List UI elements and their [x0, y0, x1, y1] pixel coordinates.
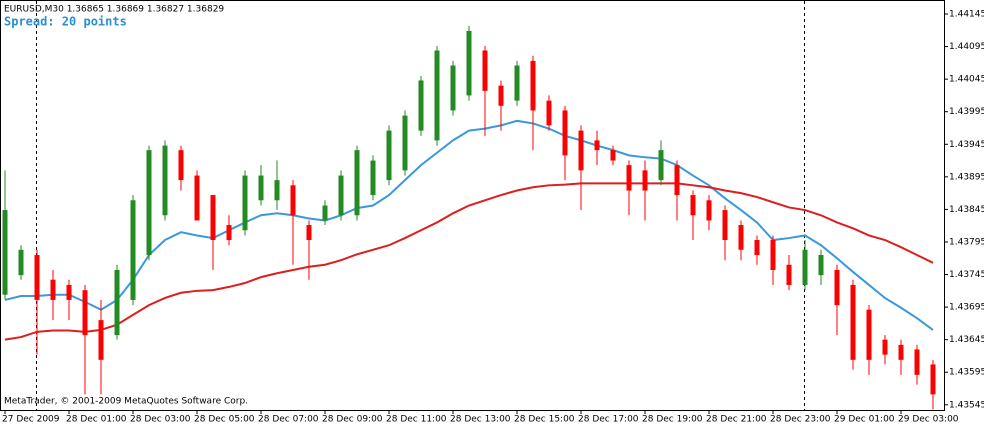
candle-body: [386, 130, 392, 181]
candle-body: [866, 309, 872, 360]
candle-body: [642, 170, 648, 191]
candle-body: [722, 210, 728, 241]
candle-body: [18, 249, 24, 276]
candle-body: [610, 150, 616, 161]
plot-frame: [0, 0, 945, 411]
candle-body: [162, 145, 168, 216]
candle-body: [482, 50, 488, 91]
candle-body: [82, 290, 88, 336]
x-tick-label: 28 Dec 09:00: [322, 415, 383, 425]
candle-body: [850, 284, 856, 360]
y-tick-label: 1.43545: [949, 400, 984, 410]
candle-body: [594, 140, 600, 151]
moving-average: [4, 182, 934, 341]
x-tick-label: 28 Dec 13:00: [450, 415, 511, 425]
candle-body: [514, 65, 520, 101]
candle-body: [114, 269, 120, 336]
x-tick-label: 28 Dec 01:00: [66, 415, 127, 425]
x-tick-label: 29 Dec 01:00: [834, 415, 895, 425]
candle-body: [498, 85, 504, 106]
candle-body: [34, 254, 40, 300]
x-tick-label: 28 Dec 15:00: [514, 415, 575, 425]
candle-body: [802, 249, 808, 285]
candle-body: [50, 279, 56, 300]
y-tick-label: 1.43595: [949, 368, 984, 378]
candle-body: [578, 130, 584, 171]
x-tick-label: 28 Dec 21:00: [706, 415, 767, 425]
candle-body: [706, 200, 712, 221]
candle-body: [738, 225, 744, 250]
marks: [2, 25, 936, 410]
x-tick-label: 28 Dec 07:00: [258, 415, 319, 425]
candle-body: [930, 364, 936, 395]
y-tick-label: 1.43845: [949, 205, 984, 215]
y-tick-label: 1.43645: [949, 335, 984, 345]
y-tick-label: 1.44045: [949, 75, 984, 85]
candle-body: [690, 195, 696, 216]
y-tick-label: 1.43795: [949, 237, 984, 247]
x-tick-label: 28 Dec 17:00: [578, 415, 639, 425]
candle-body: [818, 254, 824, 276]
candle-body: [466, 30, 472, 96]
candle-body: [66, 284, 72, 300]
candle-body: [770, 240, 776, 270]
candle-body: [562, 110, 568, 156]
candle-body: [290, 185, 296, 216]
candle-body: [786, 264, 792, 285]
x-tick-label: 29 Dec 03:00: [898, 415, 959, 425]
y-tick-label: 1.44095: [949, 42, 984, 52]
candle-body: [242, 175, 248, 231]
moving-average: [4, 119, 934, 331]
candle-body: [146, 150, 152, 255]
candle-body: [322, 205, 328, 221]
candle-body: [226, 225, 232, 241]
spread-label: Spread: 20 points: [4, 15, 127, 29]
candle-body: [194, 175, 200, 221]
candle-body: [258, 175, 264, 201]
candle-body: [834, 269, 840, 306]
candle-body: [354, 150, 360, 216]
y-tick-label: 1.43945: [949, 140, 984, 150]
candle-body: [306, 225, 312, 241]
y-tick-label: 1.43995: [949, 107, 984, 117]
candle-body: [434, 50, 440, 141]
y-tick-label: 1.43745: [949, 270, 984, 280]
x-tick-label: 27 Dec 2009: [2, 415, 60, 425]
candle-body: [130, 200, 136, 300]
candle-body: [754, 240, 760, 255]
candle-body: [418, 80, 424, 131]
chart-title: EURUSD,M30 1.36865 1.36869 1.36827 1.368…: [4, 5, 224, 15]
candle-body: [178, 150, 184, 181]
candle-body: [338, 175, 344, 216]
candle-body: [914, 349, 920, 375]
candle-body: [546, 100, 552, 126]
candle-body: [882, 339, 888, 355]
candle-body: [450, 65, 456, 111]
candle-body: [210, 195, 216, 241]
x-tick-label: 28 Dec 19:00: [642, 415, 703, 425]
x-tick-label: 28 Dec 23:00: [770, 415, 831, 425]
candle-body: [402, 115, 408, 171]
candle-body: [658, 150, 664, 181]
candle-body: [530, 60, 536, 111]
candle-body: [370, 160, 376, 196]
candle-body: [98, 320, 104, 360]
y-tick-label: 1.44145: [949, 10, 984, 20]
x-tick-label: 28 Dec 11:00: [386, 415, 447, 425]
candle-body: [674, 165, 680, 196]
x-tick-label: 28 Dec 05:00: [194, 415, 255, 425]
candle-body: [2, 210, 8, 295]
y-tick-label: 1.43895: [949, 172, 984, 182]
x-tick-label: 28 Dec 03:00: [130, 415, 191, 425]
candle-body: [274, 180, 280, 201]
y-tick-label: 1.43695: [949, 303, 984, 313]
copyright: MetaTrader, © 2001-2009 MetaQuotes Softw…: [4, 397, 248, 407]
candle-body: [626, 165, 632, 191]
candle-body: [898, 344, 904, 360]
